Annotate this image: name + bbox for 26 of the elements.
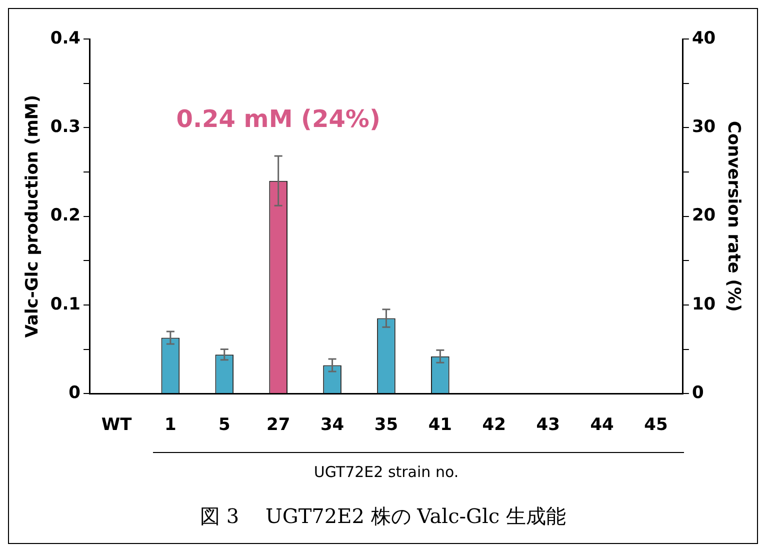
x-tick-label: 34 [320, 415, 344, 436]
y-tick-label: 0.1 [50, 294, 81, 314]
x-tick-label: 42 [482, 415, 506, 436]
x-tick-label: 5 [218, 415, 230, 436]
x-tick-label: 41 [428, 415, 452, 436]
x-tick-label: 44 [590, 415, 614, 436]
y2-tick-label: 30 [692, 117, 716, 138]
y2-axis-title: Conversion rate (%) [723, 120, 744, 312]
y-tick-label: 0 [68, 383, 81, 404]
y2-tick-label: 0 [692, 383, 704, 404]
x-tick-label: 35 [374, 415, 398, 436]
x-axis-title: UGT72E2 strain no. [314, 462, 459, 481]
x-tick-label: 43 [536, 415, 560, 436]
x-tick-label: WT [101, 415, 132, 436]
annotation: 0.24 mM (24%) [176, 104, 380, 133]
x-tick-label: 27 [266, 415, 290, 436]
y-axis-title: Valc-Glc production (mM) [22, 94, 43, 338]
x-tick-label: 1 [164, 415, 176, 436]
y2-tick-label: 20 [692, 206, 716, 226]
y-tick-label: 0.2 [50, 206, 81, 226]
y-tick-label: 0.3 [50, 117, 81, 138]
text: 図 3 UGT72E2 株の Valc-Glc 生成能 [200, 504, 566, 528]
x-tick-label: 45 [644, 415, 668, 436]
y2-tick-label: 10 [692, 294, 716, 314]
y2-tick-label: 40 [692, 28, 716, 48]
y-tick-label: 0.4 [50, 28, 81, 48]
